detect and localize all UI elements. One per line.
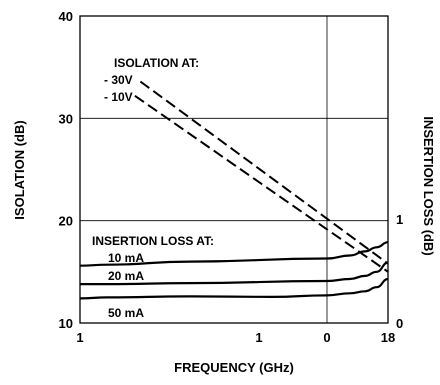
y-tick-label: 40 — [59, 9, 73, 24]
insertion-legend-label: 20 mA — [108, 269, 144, 283]
x-tick-label: 18 — [381, 330, 395, 345]
insertion-legend-label: 50 mA — [108, 306, 144, 320]
insertion-header: INSERTION LOSS AT: — [92, 234, 214, 248]
x-tick-label: 1 — [76, 330, 83, 345]
y2-axis-title: INSERTION LOSS (dB) — [421, 116, 436, 255]
isolation-header: ISOLATION AT: — [114, 56, 199, 70]
x-tick-label: 1 — [255, 330, 262, 345]
y-tick-label: 20 — [59, 214, 73, 229]
y2-tick-label: 1 — [396, 212, 403, 227]
isolation-legend-label: - 10V — [104, 90, 133, 104]
y2-tick-label: 0 — [396, 316, 403, 331]
series-layer — [79, 80, 389, 300]
series-line-10ma — [79, 241, 389, 267]
plot-frame — [79, 15, 389, 324]
series-line-30v — [139, 80, 389, 265]
series-line-10v — [134, 94, 389, 273]
insertion-legend-label: 10 mA — [108, 251, 144, 265]
x-tick-label: 0 — [323, 330, 330, 345]
y-axis-title: ISOLATION (dB) — [12, 120, 27, 219]
series-line-50ma — [79, 277, 389, 300]
grid — [80, 16, 388, 323]
x-axis-title: FREQUENCY (GHz) — [174, 360, 294, 375]
y-tick-label: 30 — [59, 111, 73, 126]
series-line-20ma — [80, 261, 389, 286]
y-tick-label: 10 — [59, 316, 73, 331]
isolation-legend-label: - 30V — [104, 73, 133, 87]
